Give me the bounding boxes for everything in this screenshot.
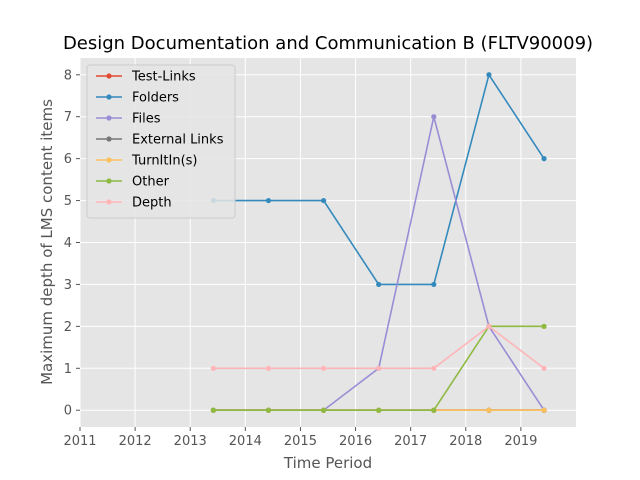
data-point xyxy=(431,407,437,413)
data-point xyxy=(376,281,382,288)
legend: Test-Links Folders Files External Links Turn… xyxy=(86,64,236,219)
legend-box xyxy=(86,64,236,219)
y-tick-label: 7 xyxy=(64,110,72,125)
x-tick-label: 2012 xyxy=(119,434,152,449)
y-tick-label: 8 xyxy=(64,68,72,83)
legend-marker xyxy=(106,157,112,163)
legend-item: External Links xyxy=(96,133,224,148)
x-tick-label: 2017 xyxy=(394,434,427,449)
legend-marker xyxy=(106,178,112,184)
legend-marker xyxy=(106,136,112,142)
data-point xyxy=(541,323,547,329)
legend-label: External Links xyxy=(132,133,224,148)
x-tick-label: 2018 xyxy=(449,434,482,449)
data-point xyxy=(320,407,327,413)
legend-label: Other xyxy=(132,175,170,190)
data-point xyxy=(431,281,437,288)
data-point xyxy=(486,72,492,78)
y-axis-ticks: 0 1 2 3 4 5 6 7 8 xyxy=(64,68,80,419)
x-tick-label: 2015 xyxy=(284,434,317,449)
legend-item: Depth xyxy=(96,196,172,211)
data-point xyxy=(376,365,382,371)
legend-label: Depth xyxy=(132,196,172,211)
data-point xyxy=(431,365,437,371)
data-point xyxy=(265,197,272,204)
data-point xyxy=(486,323,492,329)
data-point xyxy=(320,197,327,204)
x-tick-label: 2019 xyxy=(504,434,537,449)
x-axis-ticks: 2011 2012 2013 2014 2015 2016 2017 2018 2019 xyxy=(63,427,537,449)
series-depth xyxy=(210,323,547,371)
series-folders xyxy=(210,72,547,288)
legend-item: Other xyxy=(96,175,170,190)
x-tick-label: 2016 xyxy=(339,434,372,449)
data-point xyxy=(541,156,547,162)
legend-label: TurnItIn(s) xyxy=(131,154,197,169)
legend-item: Folders xyxy=(96,91,179,106)
y-tick-label: 3 xyxy=(64,278,72,293)
legend-label: Folders xyxy=(132,91,179,106)
legend-marker xyxy=(106,199,112,205)
y-tick-label: 4 xyxy=(64,236,72,251)
data-point xyxy=(265,407,272,413)
legend-marker xyxy=(106,94,112,100)
data-point xyxy=(486,407,492,413)
data-point xyxy=(265,365,272,371)
data-point xyxy=(376,407,382,413)
legend-label: Test-Links xyxy=(131,70,196,85)
legend-label: Files xyxy=(132,112,161,127)
legend-item: TurnItIn(s) xyxy=(96,154,197,169)
x-axis-title: Time Period xyxy=(283,454,372,472)
y-tick-label: 0 xyxy=(64,404,72,419)
y-axis-title: Maximum depth of LMS content items xyxy=(38,99,56,385)
data-point xyxy=(210,365,216,371)
y-tick-label: 1 xyxy=(64,362,72,377)
x-tick-label: 2014 xyxy=(229,434,262,449)
data-point xyxy=(431,114,437,120)
legend-marker xyxy=(106,73,112,79)
chart-title: Design Documentation and Communication B… xyxy=(63,33,593,54)
y-tick-label: 2 xyxy=(64,320,72,335)
legend-item: Files xyxy=(96,112,161,127)
data-point xyxy=(541,407,547,413)
legend-item: Test-Links xyxy=(96,70,196,85)
x-tick-label: 2013 xyxy=(174,434,207,449)
y-tick-label: 5 xyxy=(64,194,72,209)
legend-marker xyxy=(106,115,112,121)
series-layer xyxy=(210,72,547,413)
data-point xyxy=(320,365,327,371)
y-tick-label: 6 xyxy=(64,152,72,167)
data-point xyxy=(541,365,547,371)
x-tick-label: 2011 xyxy=(63,434,96,449)
data-point xyxy=(210,407,216,413)
